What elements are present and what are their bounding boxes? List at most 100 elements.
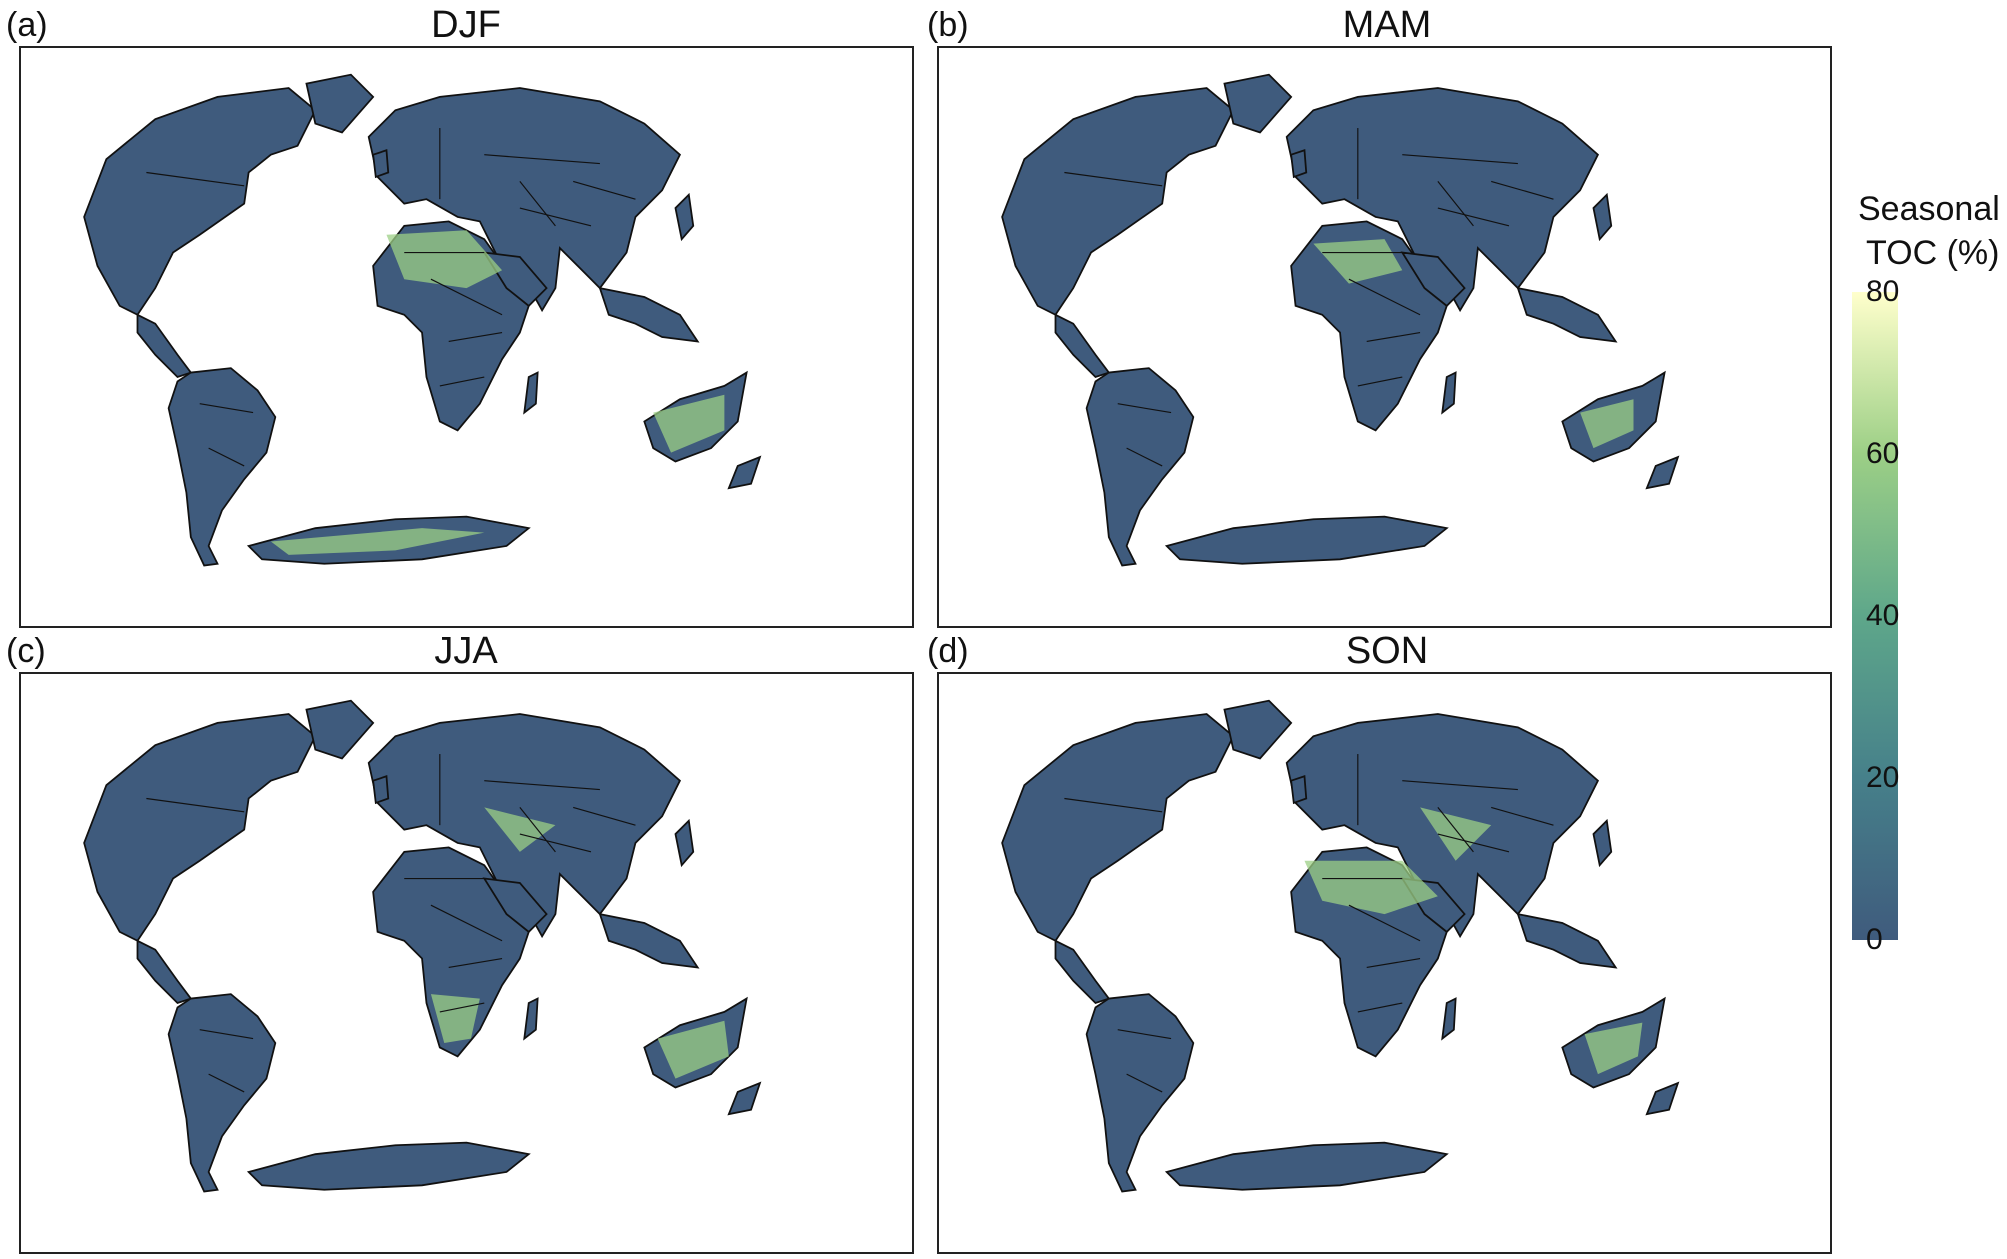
colorbar-tick-label: 20: [1866, 761, 1900, 794]
panel-b-title: MAM: [1342, 4, 1432, 46]
landmass-madagascar: [523, 371, 539, 415]
landmass-southeast-asia: [598, 912, 700, 969]
landmass-antarctica: [1164, 515, 1449, 565]
country-border: [1064, 797, 1163, 813]
colorbar-tick-label: 80: [1866, 275, 1900, 308]
country-border: [1348, 278, 1421, 316]
high-toc-region: [1580, 399, 1634, 449]
country-border: [1117, 1029, 1172, 1040]
panel-d-label: (d): [927, 632, 969, 670]
colorbar-tick-label: 40: [1866, 599, 1900, 632]
country-border: [1402, 780, 1518, 791]
landmass-south-america: [1085, 993, 1195, 1193]
country-border: [484, 154, 600, 165]
country-border: [199, 1029, 254, 1040]
country-border: [430, 278, 503, 316]
landmass-british-isles: [372, 775, 390, 805]
landmass-british-isles: [1290, 149, 1308, 179]
panel-c-label: (c): [6, 632, 46, 670]
panel-a-label: (a): [6, 6, 48, 44]
world-map-djf: [83, 73, 762, 567]
landmass-antarctica: [1164, 1141, 1449, 1191]
country-border: [1437, 807, 1474, 853]
country-border: [1366, 331, 1421, 343]
landmass-africa: [372, 846, 535, 1058]
panel-a-title: DJF: [431, 4, 501, 46]
high-toc-region: [270, 528, 485, 555]
country-border: [1064, 171, 1163, 187]
landmass-antarctica: [246, 1141, 531, 1191]
high-toc-region: [1304, 860, 1438, 915]
country-border: [484, 780, 600, 791]
landmass-north-america: [1001, 713, 1235, 942]
landmass-greenland: [305, 699, 375, 760]
country-border: [1348, 904, 1421, 942]
landmass-madagascar: [1441, 371, 1457, 415]
landmass-south-america: [1085, 367, 1195, 567]
landmass-japan: [1592, 192, 1613, 242]
panel-d-title: SON: [1345, 630, 1429, 672]
landmass-north-america: [1001, 87, 1235, 316]
high-toc-region: [657, 1020, 729, 1079]
high-toc-region: [386, 230, 503, 289]
country-border: [1437, 181, 1474, 227]
landmass-madagascar: [523, 997, 539, 1041]
country-border: [448, 957, 503, 969]
panel-b-label: (b): [927, 6, 969, 44]
landmass-new-zealand: [1645, 455, 1680, 490]
country-border: [208, 1073, 245, 1093]
landmass-south-america: [167, 993, 277, 1193]
landmass-africa: [1290, 220, 1453, 432]
country-border: [146, 797, 245, 813]
country-border: [573, 806, 636, 826]
country-border: [1437, 833, 1510, 853]
country-border: [1357, 376, 1403, 387]
landmass-southeast-asia: [1516, 286, 1618, 343]
landmass-new-zealand: [727, 455, 762, 490]
landmass-madagascar: [1441, 997, 1457, 1041]
country-border: [1357, 1002, 1403, 1013]
landmass-new-zealand: [1645, 1081, 1680, 1116]
map-panel-c: [19, 672, 914, 1254]
country-border: [439, 1002, 485, 1013]
country-border: [1117, 403, 1172, 414]
country-border: [448, 331, 503, 343]
landmass-british-isles: [372, 149, 390, 179]
landmass-arabia: [482, 251, 548, 308]
map-panel-b: [937, 46, 1832, 628]
landmass-greenland: [1223, 699, 1293, 760]
landmass-central-america: [136, 939, 193, 1005]
landmass-central-america: [1054, 313, 1111, 379]
landmass-southeast-asia: [1516, 912, 1618, 969]
country-border: [146, 171, 245, 187]
high-toc-region: [1313, 239, 1403, 284]
landmass-north-america: [83, 87, 317, 316]
world-map-jja: [83, 699, 762, 1193]
landmass-south-america: [167, 367, 277, 567]
landmass-southeast-asia: [598, 286, 700, 343]
colorbar-title-line1: Seasonal: [1858, 190, 2000, 228]
landmass-arabia: [1400, 251, 1466, 308]
landmass-central-america: [1054, 939, 1111, 1005]
country-border: [1491, 180, 1554, 200]
country-border: [519, 207, 592, 227]
country-border: [208, 447, 245, 467]
panel-c-title: JJA: [434, 630, 498, 672]
high-toc-region: [653, 394, 725, 453]
country-border: [1491, 806, 1554, 826]
landmass-greenland: [1223, 73, 1293, 134]
landmass-japan: [674, 192, 695, 242]
landmass-japan: [1592, 818, 1613, 868]
country-border: [1437, 207, 1510, 227]
landmass-british-isles: [1290, 775, 1308, 805]
country-border: [1402, 154, 1518, 165]
country-border: [430, 904, 503, 942]
country-border: [1126, 1073, 1163, 1093]
map-panel-a: [19, 46, 914, 628]
colorbar-tick-label: 60: [1866, 437, 1900, 470]
landmass-japan: [674, 818, 695, 868]
country-border: [519, 181, 556, 227]
country-border: [199, 403, 254, 414]
country-border: [519, 807, 556, 853]
country-border: [1126, 447, 1163, 467]
